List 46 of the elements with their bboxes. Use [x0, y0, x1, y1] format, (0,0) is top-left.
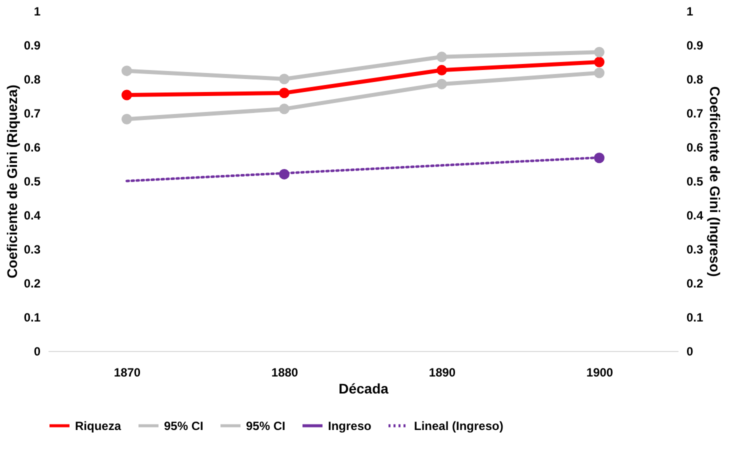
- legend-label: Ingreso: [328, 418, 372, 433]
- y-tick-label: 0.9: [24, 38, 41, 52]
- point: [594, 68, 604, 78]
- y-tick-label: 0.3: [24, 242, 41, 256]
- y-tick-label: 0.1: [24, 310, 41, 324]
- y-tick-label: 0.7: [24, 106, 41, 120]
- point: [436, 64, 447, 76]
- point: [436, 52, 447, 62]
- y2-tick-label: 0: [686, 344, 694, 358]
- point: [122, 90, 132, 100]
- point: [279, 104, 290, 114]
- y-tick-label: 1: [34, 4, 41, 18]
- point: [436, 78, 447, 90]
- y-tick-label: 0.5: [24, 174, 41, 188]
- y2-tick-label: 0.9: [686, 38, 704, 52]
- y2-tick-label: 0.1: [686, 310, 704, 324]
- y2-axis-title: Coeficiente de Gini (Ingreso): [707, 86, 724, 277]
- y-tick-label: 0.8: [24, 72, 41, 86]
- y2-tick-label: 0.5: [686, 174, 704, 188]
- y-tick-label: 0.4: [24, 208, 41, 222]
- point: [279, 74, 290, 84]
- legend-label: Riqueza: [75, 418, 122, 433]
- point: [594, 46, 604, 58]
- legend-label: Lineal (Ingreso): [414, 418, 504, 433]
- x-axis-title: Década: [338, 380, 389, 396]
- point: [122, 66, 132, 76]
- y-tick-label: 0.2: [24, 276, 41, 290]
- y-axis-title: Coeficiente de Gini (Riqueza): [4, 84, 20, 278]
- y2-tick-label: 0.4: [686, 208, 704, 222]
- point: [594, 56, 604, 68]
- y-tick-label: 0: [34, 344, 41, 358]
- y-tick-label: 0.6: [24, 140, 41, 154]
- y2-tick-label: 0.2: [686, 276, 704, 290]
- y2-tick-label: 0.7: [686, 106, 704, 120]
- x-tick-label: 1870: [114, 366, 141, 380]
- legend-label: 95% CI: [246, 418, 286, 433]
- x-tick-label: 1880: [271, 366, 298, 380]
- y2-tick-label: 0.3: [686, 242, 704, 256]
- point: [122, 114, 132, 124]
- y2-tick-label: 0.8: [686, 72, 704, 86]
- point: [279, 88, 290, 98]
- legend-label: 95% CI: [164, 418, 204, 433]
- x-tick-label: 1890: [428, 366, 456, 380]
- x-tick-label: 1900: [586, 366, 614, 380]
- y2-tick-label: 0.6: [686, 140, 704, 154]
- y2-tick-label: 1: [686, 4, 694, 18]
